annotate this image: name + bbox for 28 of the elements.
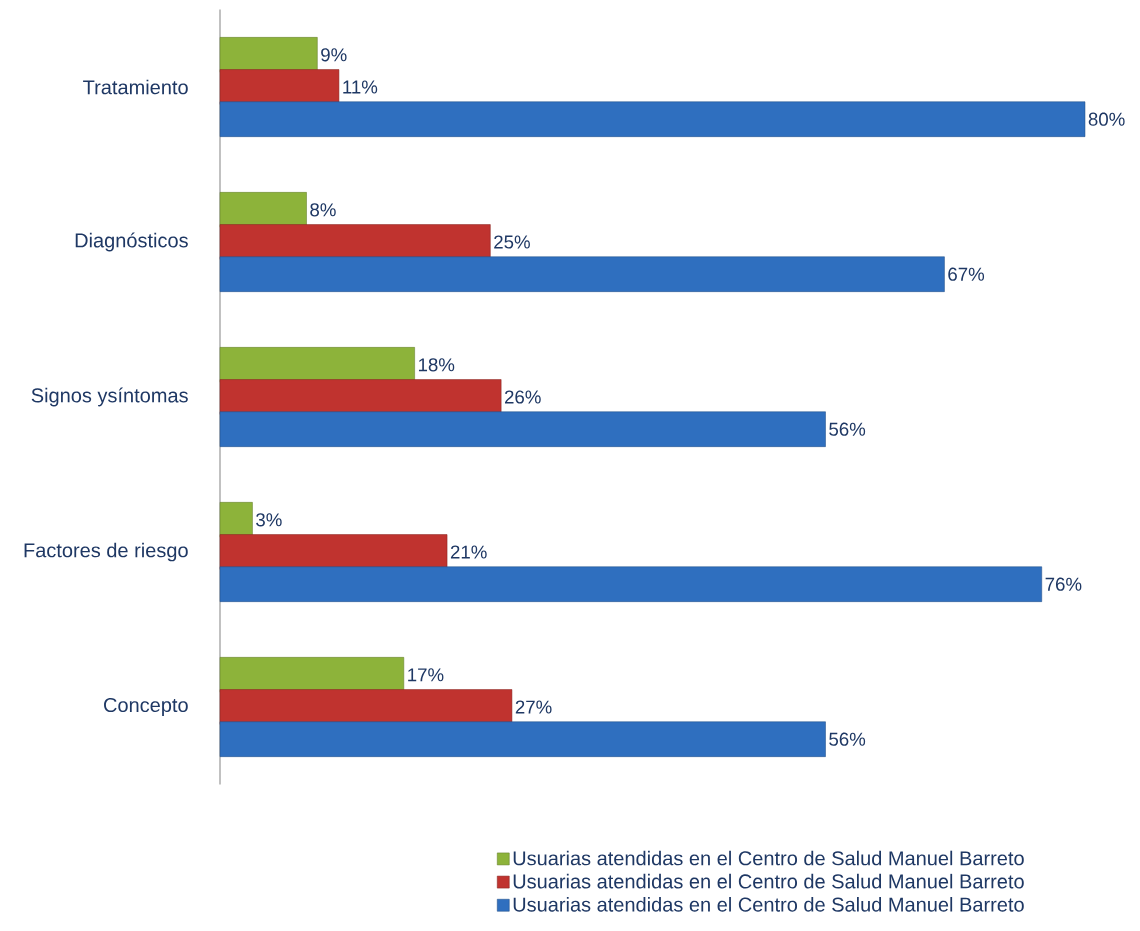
bar	[219, 721, 826, 757]
y-tick-label: Signos ysíntomas	[31, 387, 188, 407]
bar	[219, 566, 1043, 602]
data-label: 27%	[515, 700, 552, 714]
data-label: 80%	[1088, 112, 1125, 126]
bar	[219, 256, 945, 292]
data-label: 76%	[1045, 577, 1082, 591]
data-label: 67%	[948, 267, 985, 281]
data-label: 18%	[418, 358, 455, 372]
data-label: 25%	[494, 235, 530, 249]
data-label: 26%	[505, 390, 541, 404]
y-tick-label: Diagnósticos	[75, 232, 188, 252]
legend-label: Usuarias atendidas en el Centro de Salud Manuel Barreto	[513, 850, 1024, 866]
data-label: 56%	[829, 732, 866, 746]
legend-label: Usuarias atendidas en el Centro de Salud Manuel Barreto	[513, 897, 1024, 912]
data-label: 11%	[343, 80, 378, 94]
data-label: 9%	[321, 48, 347, 62]
y-tick-label: Tratamiento	[83, 79, 188, 95]
y-tick-label: Factores de riesgo	[24, 542, 188, 562]
bar	[219, 411, 826, 447]
data-label: 3%	[256, 513, 282, 527]
bar	[219, 101, 1086, 137]
y-tick-label: Concepto	[104, 697, 188, 717]
legend-label: Usuarias atendidas en el Centro de Salud Manuel Barreto	[513, 873, 1024, 889]
data-label: 56%	[829, 422, 866, 436]
data-label: 17%	[408, 668, 444, 682]
data-label: 8%	[310, 203, 336, 217]
data-label: 21%	[450, 545, 487, 559]
